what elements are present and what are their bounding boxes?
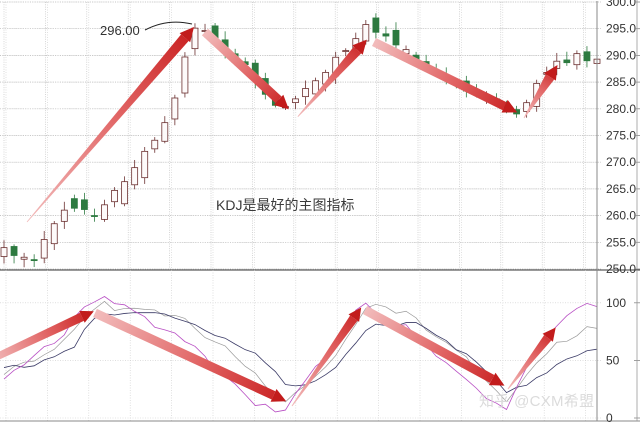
svg-text:275.0: 275.0 — [606, 129, 636, 143]
svg-text:290.0: 290.0 — [606, 48, 636, 62]
svg-text:100: 100 — [606, 296, 626, 310]
svg-text:255.0: 255.0 — [606, 235, 636, 249]
svg-text:0: 0 — [606, 411, 613, 425]
svg-text:300.0: 300.0 — [606, 0, 636, 9]
svg-text:250.0: 250.0 — [606, 262, 636, 276]
svg-text:295.0: 295.0 — [606, 22, 636, 36]
svg-text:50: 50 — [606, 353, 620, 367]
svg-text:270.0: 270.0 — [606, 155, 636, 169]
svg-text:280.0: 280.0 — [606, 102, 636, 116]
svg-text:285.0: 285.0 — [606, 75, 636, 89]
svg-text:296.00: 296.00 — [100, 23, 140, 38]
svg-text:知乎 @CXM希盟: 知乎 @CXM希盟 — [479, 393, 594, 410]
svg-text:260.0: 260.0 — [606, 209, 636, 223]
svg-text:KDJ是最好的主图指标: KDJ是最好的主图指标 — [216, 197, 354, 213]
svg-text:265.0: 265.0 — [606, 182, 636, 196]
